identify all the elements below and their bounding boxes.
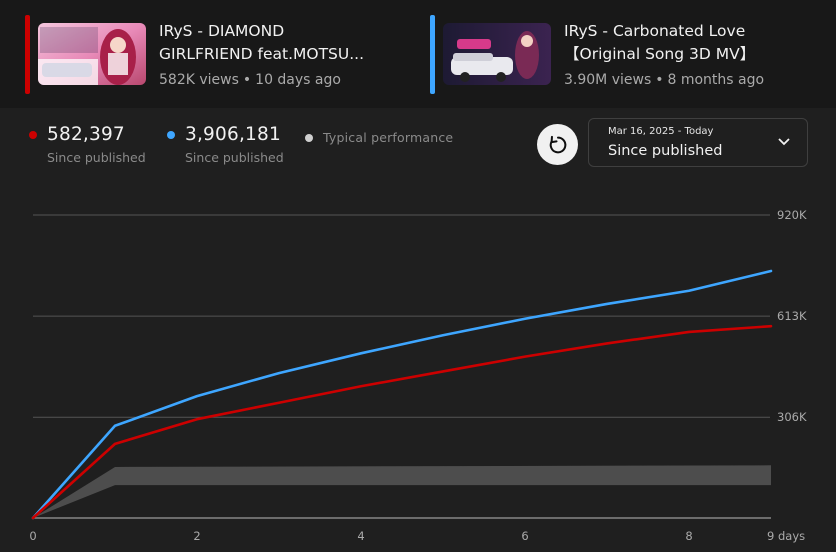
- views-chart: 306K 613K 920K 0 2 4 6 8 9 days: [29, 208, 807, 543]
- date-range-dates: Mar 16, 2025 - Today: [608, 126, 714, 137]
- typical-legend-dot: [305, 133, 313, 142]
- stat-video-1: 582,397 Since published: [29, 124, 146, 165]
- series-line-0: [31, 269, 773, 520]
- x-tick-label-4: 8: [685, 529, 692, 543]
- video-2-since-label: Since published: [185, 150, 284, 165]
- stat-video-2: 3,906,181 Since published: [167, 124, 284, 165]
- video-2-meta: 3.90M views • 8 months ago: [564, 72, 765, 88]
- video-comparison-header: IRyS - DIAMOND GIRLFRIEND feat.MOTSU... …: [0, 0, 836, 108]
- video-1-color-bar: [25, 15, 30, 94]
- date-range-label: Since published: [608, 143, 723, 159]
- video-card-1[interactable]: IRyS - DIAMOND GIRLFRIEND feat.MOTSU... …: [25, 15, 415, 94]
- y-tick-label-1: 613K: [777, 309, 807, 323]
- video-2-age: 8 months ago: [667, 72, 765, 88]
- video-1-since-label: Since published: [47, 150, 146, 165]
- refresh-button[interactable]: [537, 124, 578, 165]
- x-tick-label-3: 6: [521, 529, 528, 543]
- video-card-2[interactable]: IRyS - Carbonated Love 【Original Song 3D…: [430, 15, 830, 94]
- video-2-total-views: 3,906,181: [185, 124, 281, 145]
- x-tick-label-0: 0: [29, 529, 36, 543]
- refresh-icon: [549, 135, 566, 153]
- typical-performance-label: Typical performance: [323, 130, 454, 145]
- series-line-1: [31, 324, 773, 520]
- video-2-views: 3.90M views: [564, 72, 652, 88]
- video-2-legend-dot: [167, 130, 175, 139]
- chevron-down-icon: [778, 138, 790, 146]
- x-tick-label-1: 2: [193, 529, 200, 543]
- video-1-thumbnail[interactable]: [38, 23, 146, 85]
- video-1-meta: 582K views • 10 days ago: [159, 72, 341, 88]
- video-2-title[interactable]: IRyS - Carbonated Love 【Original Song 3D…: [564, 22, 756, 63]
- video-1-title[interactable]: IRyS - DIAMOND GIRLFRIEND feat.MOTSU...: [159, 22, 364, 63]
- y-tick-label-2: 920K: [777, 208, 807, 222]
- y-tick-label-0: 306K: [777, 410, 807, 424]
- typical-performance-band: [33, 465, 771, 518]
- date-range-dropdown[interactable]: Mar 16, 2025 - Today Since published: [588, 118, 808, 167]
- stat-typical: Typical performance: [305, 130, 453, 145]
- video-1-legend-dot: [29, 130, 37, 139]
- video-2-thumbnail[interactable]: [443, 23, 551, 85]
- video-2-color-bar: [430, 15, 435, 94]
- x-tick-label-2: 4: [357, 529, 364, 543]
- x-tick-label-5: 9 days: [767, 529, 805, 543]
- video-1-views: 582K views: [159, 72, 239, 88]
- video-1-total-views: 582,397: [47, 124, 125, 145]
- video-1-age: 10 days ago: [255, 72, 341, 88]
